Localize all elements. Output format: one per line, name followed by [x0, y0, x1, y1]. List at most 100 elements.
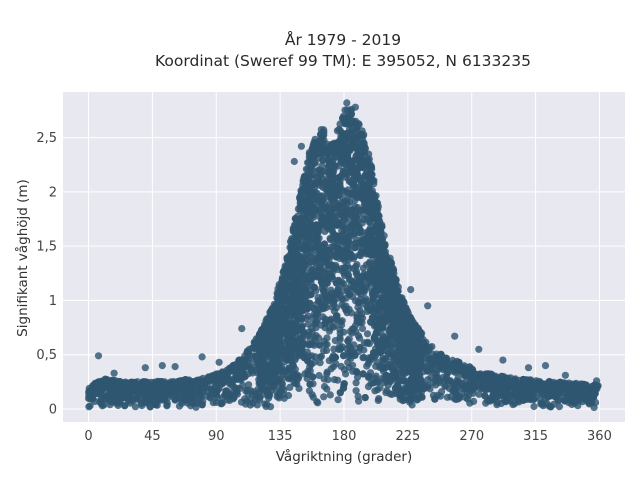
data-point [89, 394, 97, 403]
data-point [452, 395, 460, 404]
data-point [370, 349, 378, 357]
data-point [366, 369, 375, 377]
data-point [486, 395, 494, 403]
data-point [361, 165, 369, 173]
data-point [285, 367, 293, 375]
data-point [328, 303, 336, 311]
data-point [436, 392, 444, 400]
data-point [426, 385, 434, 393]
data-point [368, 214, 376, 222]
data-point [143, 378, 151, 386]
data-point [340, 352, 348, 360]
data-point [449, 356, 457, 364]
data-point [340, 328, 348, 336]
data-point [332, 253, 340, 261]
data-point [260, 377, 268, 385]
data-point [238, 365, 247, 373]
data-point [531, 394, 540, 402]
data-point [355, 280, 363, 288]
data-point [293, 292, 301, 300]
data-point [412, 323, 420, 332]
data-point [363, 362, 371, 370]
data-point [341, 198, 349, 206]
data-point [332, 261, 340, 269]
data-point [493, 399, 501, 407]
data-point [345, 237, 353, 245]
data-point [304, 165, 312, 173]
data-point [301, 172, 309, 180]
data-point [287, 320, 295, 328]
data-point [89, 382, 97, 390]
data-point [544, 393, 552, 401]
data-point [274, 378, 282, 386]
data-point [309, 170, 317, 179]
data-point [278, 384, 286, 392]
data-point [324, 274, 332, 282]
data-point [283, 269, 292, 278]
data-point [382, 389, 390, 397]
data-point [352, 134, 360, 142]
data-point [239, 381, 247, 389]
data-point [526, 395, 534, 403]
data-point [396, 392, 404, 400]
data-point [321, 302, 329, 310]
data-point [360, 131, 368, 139]
data-point [311, 245, 319, 254]
data-point [244, 370, 252, 378]
data-point [304, 312, 312, 320]
data-point [387, 363, 395, 371]
data-point [391, 354, 399, 362]
data-point [335, 245, 344, 253]
data-point [347, 229, 355, 237]
data-point [260, 360, 268, 368]
data-point [316, 359, 324, 367]
data-point [396, 343, 405, 352]
data-point [198, 401, 206, 409]
data-point [121, 402, 129, 410]
data-point [299, 241, 307, 249]
data-point [369, 294, 377, 302]
data-point [379, 294, 387, 302]
data-point [379, 331, 387, 339]
data-point [351, 192, 360, 200]
data-point [229, 376, 237, 384]
data-point [306, 272, 314, 280]
data-point [138, 402, 146, 410]
data-point [323, 370, 331, 378]
data-point [228, 382, 236, 390]
data-point [334, 396, 342, 404]
data-point [368, 313, 376, 322]
data-point [316, 206, 324, 214]
data-point [400, 329, 408, 337]
data-point [306, 258, 314, 266]
data-point [356, 344, 364, 352]
data-point [360, 211, 368, 219]
data-point [345, 290, 353, 299]
data-point [341, 263, 349, 272]
data-point [515, 383, 523, 391]
data-point [325, 255, 333, 263]
data-point [364, 156, 372, 164]
data-point [336, 389, 344, 397]
data-point [280, 358, 289, 366]
data-point [105, 396, 113, 404]
data-point [389, 266, 398, 274]
data-point [350, 341, 358, 349]
data-point [275, 361, 283, 369]
data-point [218, 399, 226, 407]
data-point [374, 378, 382, 386]
data-point [290, 298, 298, 306]
data-point [309, 393, 317, 401]
data-point [352, 387, 360, 395]
data-point [334, 174, 342, 182]
data-point [367, 380, 375, 388]
data-point [311, 353, 319, 361]
data-point [244, 362, 253, 370]
data-point [388, 373, 396, 381]
data-point [304, 245, 312, 253]
data-point [530, 402, 538, 411]
data-point [338, 227, 346, 235]
data-point [320, 167, 328, 175]
data-point [335, 147, 343, 155]
data-point [342, 370, 350, 378]
